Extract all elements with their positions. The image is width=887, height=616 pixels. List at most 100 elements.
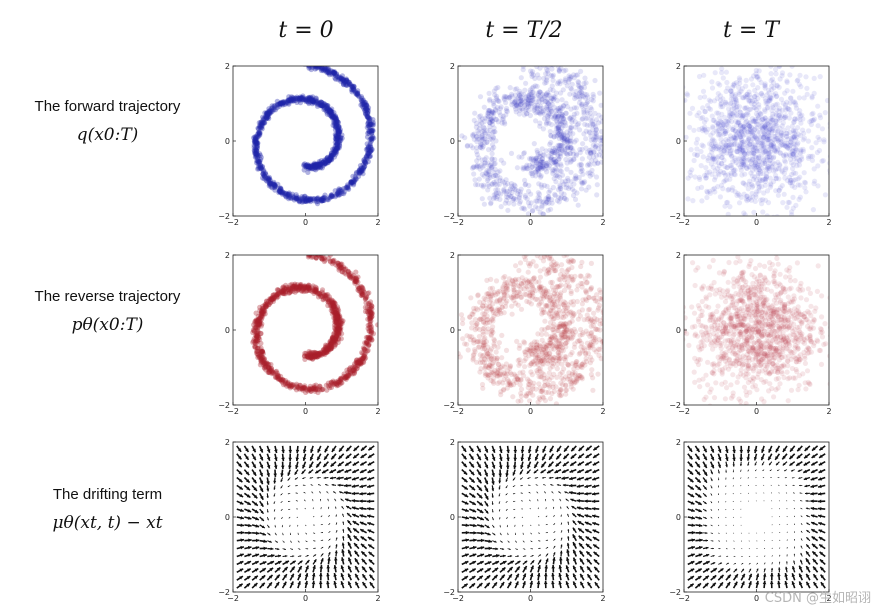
data-point — [562, 120, 568, 126]
data-point — [561, 103, 567, 109]
data-point — [336, 326, 342, 333]
data-point — [597, 137, 603, 143]
data-point — [579, 116, 585, 122]
data-point — [293, 285, 299, 291]
data-point — [528, 91, 534, 98]
data-point — [325, 197, 331, 203]
data-point — [721, 157, 727, 163]
data-point — [519, 106, 525, 112]
data-point — [326, 107, 332, 113]
data-point — [562, 178, 569, 184]
data-point — [572, 362, 578, 369]
data-point — [561, 119, 568, 125]
data-point — [590, 338, 597, 344]
data-point — [315, 164, 321, 170]
data-point — [333, 116, 339, 122]
data-point — [753, 71, 759, 77]
data-point — [580, 348, 586, 354]
data-point — [335, 74, 341, 80]
data-point — [288, 96, 294, 102]
data-point — [502, 182, 508, 188]
data-point — [785, 125, 791, 131]
data-point — [323, 108, 329, 114]
data-point — [489, 121, 496, 128]
data-point — [484, 172, 490, 178]
data-point — [320, 103, 326, 109]
data-point — [540, 126, 546, 132]
data-point — [345, 268, 351, 274]
data-point — [253, 333, 260, 339]
data-point — [306, 97, 312, 103]
data-point — [748, 106, 754, 112]
data-point — [336, 75, 342, 81]
data-point — [480, 143, 486, 149]
data-point — [254, 143, 261, 149]
data-point — [501, 188, 507, 194]
data-point — [790, 151, 796, 157]
data-point — [791, 141, 797, 147]
data-point — [254, 334, 260, 340]
data-point — [804, 91, 810, 97]
data-point — [349, 84, 356, 90]
data-point — [353, 175, 359, 182]
data-point — [262, 170, 268, 176]
data-point — [503, 94, 509, 100]
data-point — [492, 166, 498, 172]
data-point — [353, 279, 359, 285]
data-point — [517, 191, 523, 197]
y-tick-label: 2 — [225, 251, 230, 260]
data-point — [346, 272, 352, 278]
data-point — [558, 190, 565, 196]
data-point — [306, 355, 312, 361]
data-point — [769, 76, 776, 82]
data-point — [257, 304, 263, 310]
data-point — [344, 82, 350, 88]
data-point — [253, 152, 259, 158]
data-point — [342, 266, 348, 272]
data-point — [363, 100, 369, 106]
data-point — [556, 355, 562, 361]
data-point — [556, 131, 562, 137]
data-point — [334, 146, 340, 152]
data-point — [329, 344, 335, 350]
data-point — [518, 286, 524, 292]
data-point — [482, 160, 488, 166]
data-point — [568, 74, 574, 80]
data-point — [573, 173, 579, 179]
data-point — [534, 105, 540, 111]
data-point — [335, 119, 341, 125]
data-point — [337, 128, 343, 134]
data-point — [546, 294, 553, 300]
data-point — [768, 220, 773, 225]
data-point — [335, 330, 342, 336]
data-point — [511, 201, 517, 207]
data-point — [267, 181, 273, 187]
data-point — [550, 72, 556, 78]
data-point — [328, 150, 334, 156]
data-point — [720, 104, 726, 110]
data-point — [724, 150, 730, 156]
data-point — [787, 179, 793, 185]
data-point — [541, 152, 547, 158]
data-point — [271, 181, 277, 187]
data-point — [333, 134, 339, 140]
data-point — [728, 162, 734, 169]
data-point — [356, 173, 362, 179]
data-point — [266, 174, 272, 180]
data-point — [342, 79, 348, 85]
data-point — [294, 383, 300, 389]
data-point — [267, 181, 273, 187]
data-point — [742, 150, 748, 156]
data-point — [837, 240, 842, 245]
data-point — [317, 165, 324, 171]
data-point — [485, 133, 491, 139]
data-point — [550, 357, 556, 363]
data-point — [746, 134, 752, 140]
data-point — [593, 135, 599, 141]
data-point — [775, 159, 781, 165]
data-point — [254, 339, 260, 345]
data-point — [532, 106, 538, 112]
data-point — [367, 149, 373, 155]
data-point — [484, 371, 490, 377]
data-point — [773, 66, 779, 72]
